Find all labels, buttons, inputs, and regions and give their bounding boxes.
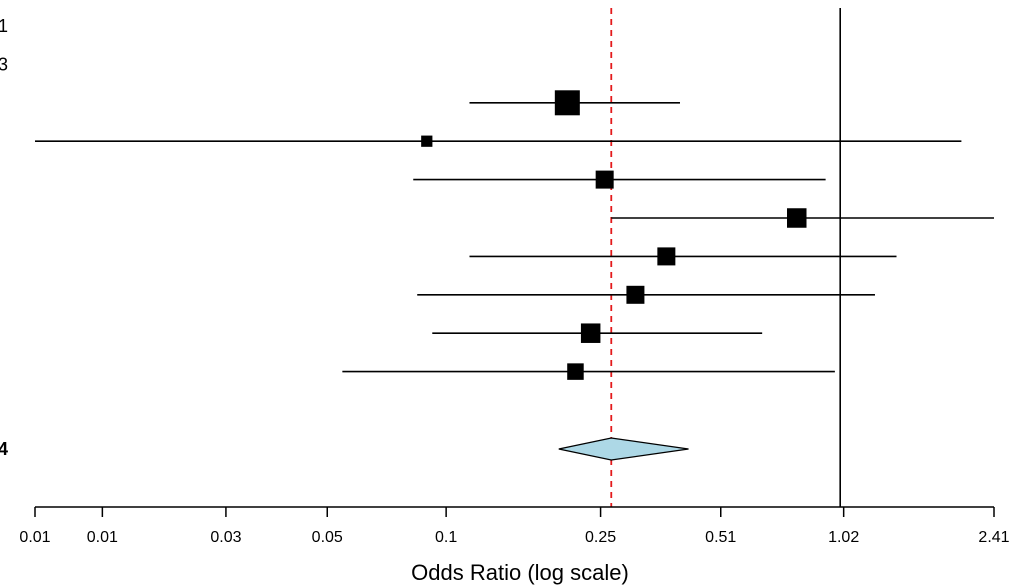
- x-axis: 0.01 0.01 0.03 0.05 0.1 0.25 0.51 1.02 2.41: [19, 506, 1010, 546]
- reference-lines: [610, 8, 841, 507]
- x-tick-label: 0.01: [19, 529, 50, 546]
- x-tick-label: 1.02: [828, 529, 859, 546]
- row-labels: 1 3 4: [0, 16, 8, 459]
- x-tick-label: 0.1: [435, 529, 457, 546]
- study-marker: [626, 285, 645, 304]
- x-tick-label: 0.25: [585, 529, 616, 546]
- x-tick-label: 2.41: [978, 529, 1009, 546]
- study-marker: [787, 208, 807, 228]
- x-tick-label: 0.51: [705, 529, 736, 546]
- x-tick-label: 0.05: [312, 529, 343, 546]
- study-marker: [595, 170, 614, 189]
- study-marker: [567, 363, 584, 380]
- row-label: 1: [0, 16, 8, 36]
- x-tick-label: 0.01: [87, 529, 118, 546]
- pooled-estimate: [558, 437, 689, 461]
- study-rows: [35, 90, 994, 380]
- study-marker: [554, 90, 580, 116]
- pooled-diamond: [558, 437, 689, 461]
- study-marker: [657, 247, 676, 266]
- row-label: 4: [0, 439, 8, 459]
- row-label: 3: [0, 54, 8, 74]
- study-marker: [580, 323, 601, 343]
- x-axis-title: Odds Ratio (log scale): [411, 560, 629, 585]
- study-marker: [421, 135, 433, 147]
- x-tick-label: 0.03: [210, 529, 241, 546]
